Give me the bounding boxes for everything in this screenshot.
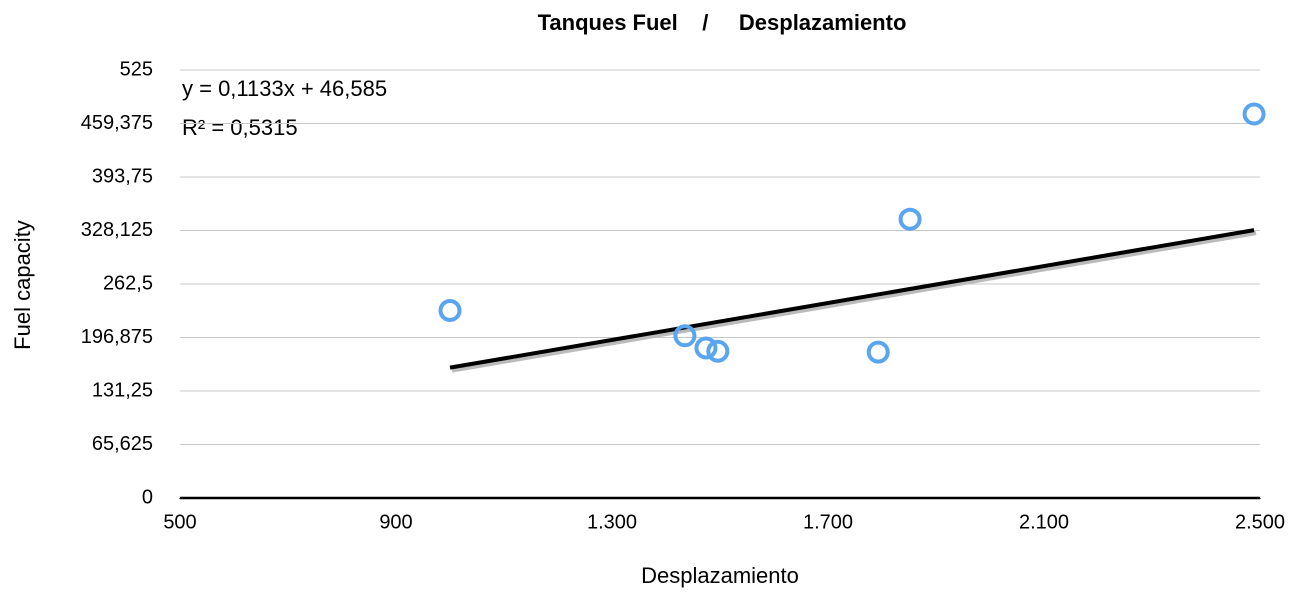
trendline-equation: y = 0,1133x + 46,585	[182, 76, 387, 101]
point	[1242, 102, 1266, 126]
trendline-shadow	[451, 231, 1257, 373]
y-tick-label: 131,25	[92, 379, 153, 401]
x-tick-label: 1.700	[803, 511, 853, 533]
point	[706, 339, 730, 363]
y-tick-label: 262,5	[103, 272, 153, 294]
y-tick-label: 0	[142, 486, 153, 508]
y-tick-label: 525	[120, 58, 153, 80]
y-tick-label: 459,375	[81, 112, 153, 134]
point	[866, 340, 890, 364]
y-axis-label: Fuel capacity	[10, 220, 35, 350]
x-tick-label: 2.500	[1235, 511, 1285, 533]
chart-title: Tanques Fuel / Desplazamiento	[538, 10, 907, 35]
point	[694, 336, 718, 360]
point	[438, 298, 462, 322]
x-tick-label: 1.300	[587, 511, 637, 533]
x-tick-label: 500	[163, 511, 196, 533]
y-tick-label: 65,625	[92, 433, 153, 455]
point	[898, 207, 922, 231]
y-tick-label: 328,125	[81, 219, 153, 241]
trendline	[449, 228, 1255, 370]
point	[673, 324, 697, 348]
y-tick-label: 196,875	[81, 326, 153, 348]
trendline-r-squared: R² = 0,5315	[182, 115, 298, 140]
x-tick-label: 900	[379, 511, 412, 533]
y-tick-label: 393,75	[92, 165, 153, 187]
x-tick-label: 2.100	[1019, 511, 1069, 533]
x-axis-label: Desplazamiento	[641, 563, 799, 588]
